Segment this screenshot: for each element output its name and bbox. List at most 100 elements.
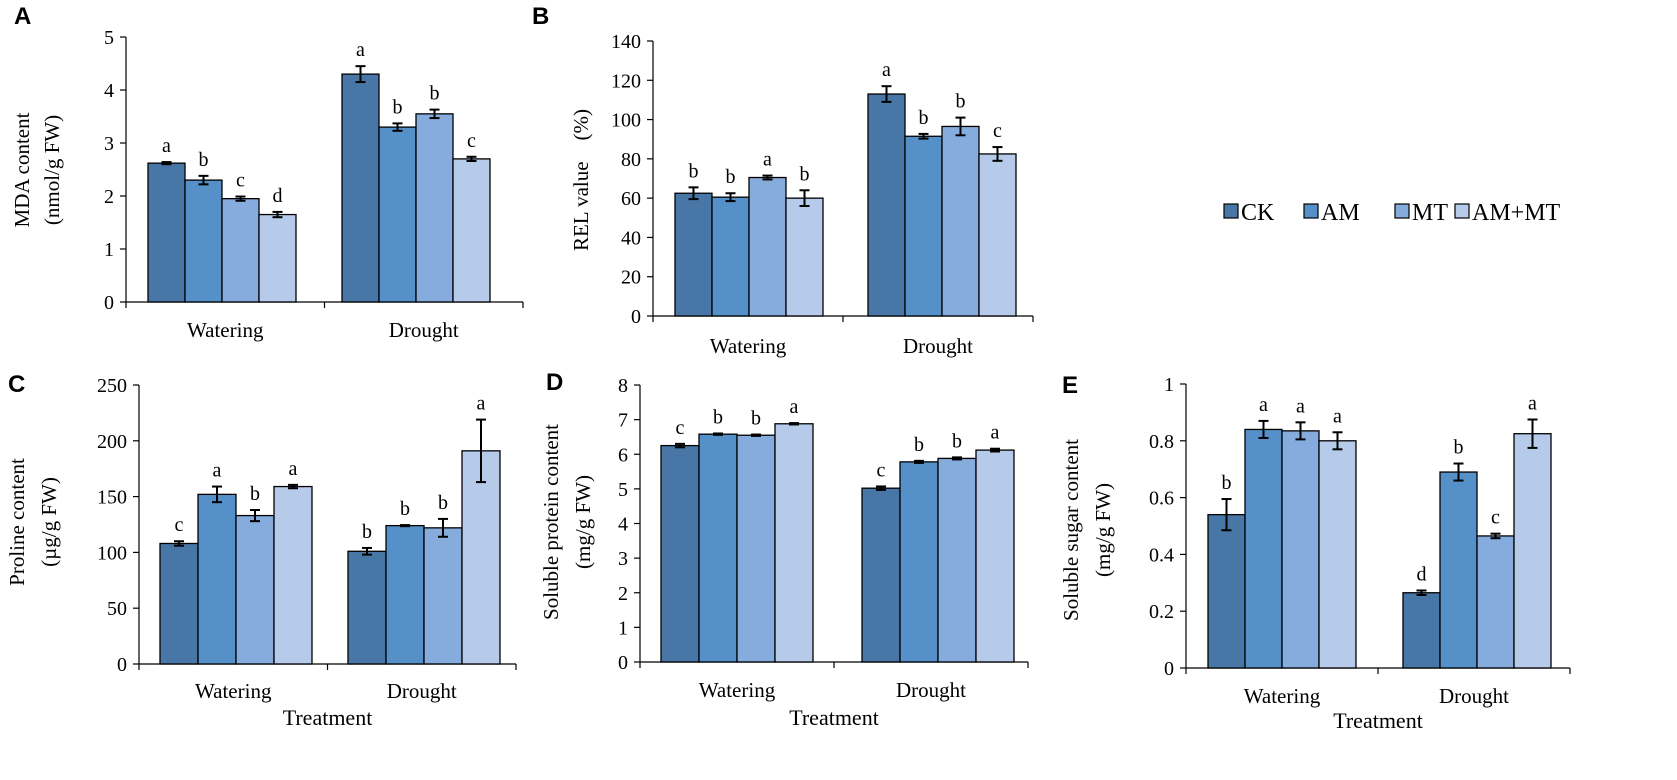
y-axis-label: (mg/g FW)	[1091, 483, 1115, 577]
y-axis-label: (µg/g FW)	[37, 477, 61, 567]
bar-mt	[1281, 430, 1320, 669]
y-tick-label: 100	[97, 542, 127, 564]
significance-letter: c	[175, 514, 184, 536]
significance-letter: a	[1296, 395, 1305, 417]
bar-mt	[235, 514, 275, 665]
y-tick-label: 200	[97, 431, 127, 453]
significance-letter: a	[882, 59, 891, 81]
chart-panels: A 0 1 2 3 4 5 Watering Drought MDA content (nmol/g…	[5, 3, 1571, 733]
significance-letter: b	[430, 83, 440, 105]
significance-letter: d	[1417, 563, 1427, 585]
significance-letter: b	[438, 492, 448, 514]
y-tick-label: 120	[611, 70, 641, 92]
y-axis-label: MDA content	[10, 112, 34, 227]
bar-ck	[147, 162, 186, 303]
y-tick-label: 0.4	[1149, 544, 1174, 566]
significance-letter: b	[919, 107, 929, 129]
significance-letter: b	[400, 498, 410, 520]
significance-letter: c	[993, 120, 1002, 142]
significance-letter: b	[199, 149, 209, 171]
legend-label: CK	[1241, 200, 1275, 226]
bar-am-mt	[461, 450, 501, 665]
x-category-label: Watering	[699, 678, 776, 702]
y-tick-label: 100	[611, 110, 641, 132]
bar-mt	[736, 434, 776, 663]
y-tick-label: 1	[1164, 374, 1174, 396]
significance-letter: c	[467, 130, 476, 152]
y-tick-label: 80	[621, 149, 641, 171]
significance-letter: a	[162, 135, 171, 157]
bar-am	[904, 135, 943, 317]
significance-letter: b	[751, 408, 761, 430]
x-axis-title: Treatment	[1333, 708, 1423, 733]
y-tick-label: 50	[107, 598, 127, 620]
x-category-label: Drought	[389, 318, 459, 342]
bar-mt	[423, 527, 463, 665]
y-tick-label: 0.8	[1149, 431, 1174, 453]
bar-am	[1439, 471, 1478, 669]
significance-letter: a	[1333, 405, 1342, 427]
bar-am	[711, 196, 750, 317]
legend-swatch	[1454, 203, 1470, 219]
panel-letter: C	[8, 371, 25, 398]
y-tick-label: 0	[618, 652, 628, 674]
bar-ck	[347, 550, 387, 665]
bar-am-mt	[1513, 433, 1552, 669]
legend-swatch	[1394, 203, 1410, 219]
chart-panel-c: C 0 50 100 150 200 250 Watering Drought Proline c…	[5, 371, 517, 730]
y-tick-label: 20	[621, 267, 641, 289]
significance-letter: b	[362, 521, 372, 543]
y-tick-label: 7	[618, 410, 628, 432]
x-category-label: Drought	[896, 678, 966, 702]
bar-am	[698, 433, 738, 663]
bar-mt	[748, 176, 787, 317]
x-category-label: Watering	[1244, 684, 1321, 708]
y-tick-label: 40	[621, 227, 641, 249]
significance-letter: b	[800, 163, 810, 185]
bar-mt	[415, 113, 454, 303]
bar-am-mt	[978, 153, 1017, 317]
y-tick-label: 4	[618, 514, 628, 536]
bar-am-mt	[258, 213, 297, 303]
y-tick-label: 8	[618, 375, 628, 397]
bar-mt	[941, 125, 980, 317]
y-tick-label: 4	[104, 80, 114, 102]
bar-am-mt	[1318, 440, 1357, 669]
significance-letter: b	[250, 483, 260, 505]
panel-letter: D	[546, 369, 563, 396]
x-category-label: Drought	[1439, 684, 1509, 708]
bar-am	[1244, 428, 1283, 669]
significance-letter: d	[273, 185, 283, 207]
y-axis-label: (mg/g FW)	[571, 475, 595, 569]
y-tick-label: 150	[97, 487, 127, 509]
y-tick-label: 250	[97, 375, 127, 397]
y-tick-label: 0	[631, 306, 641, 328]
bar-ck	[1207, 513, 1246, 669]
y-axis-label: Soluble sugar content	[1059, 439, 1083, 621]
significance-letter: b	[914, 434, 924, 456]
significance-letter: b	[952, 430, 962, 452]
y-axis-label: Proline content	[5, 458, 29, 586]
significance-letter: b	[689, 160, 699, 182]
y-tick-label: 1	[618, 617, 628, 639]
x-category-label: Watering	[195, 679, 272, 703]
x-axis-title: Treatment	[789, 705, 879, 730]
chart-panel-a: A 0 1 2 3 4 5 Watering Drought MDA content (nmol/g…	[10, 3, 524, 342]
bar-am	[899, 461, 939, 663]
bar-am	[184, 179, 223, 303]
significance-letter: b	[713, 406, 723, 428]
significance-letter: a	[790, 396, 799, 418]
significance-letter: a	[763, 149, 772, 171]
y-tick-label: 0	[1164, 658, 1174, 680]
x-category-label: Drought	[387, 679, 457, 703]
bar-am	[197, 493, 237, 665]
significance-letter: a	[1528, 393, 1537, 415]
y-tick-label: 0	[104, 292, 114, 314]
legend-swatch	[1303, 203, 1319, 219]
y-tick-label: 5	[104, 27, 114, 49]
x-axis-title: Treatment	[283, 705, 373, 730]
legend-swatch	[1223, 203, 1239, 219]
x-category-label: Drought	[903, 334, 973, 358]
chart-panel-b: B 0 20 40 60 80 100 120 140 Watering Drought REL va…	[532, 3, 1034, 358]
